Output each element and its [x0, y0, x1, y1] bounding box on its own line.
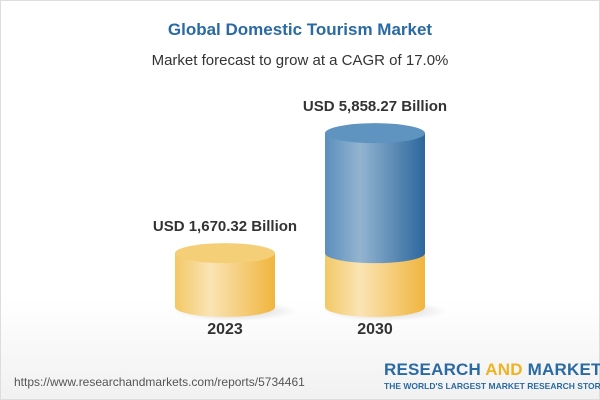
- bar-2023-body: [175, 253, 275, 317]
- source-url[interactable]: https://www.researchandmarkets.com/repor…: [14, 375, 305, 389]
- logo-text-research: RESEARCH: [384, 360, 486, 379]
- bar-2030-growth-top: [325, 123, 425, 144]
- research-and-markets-logo: RESEARCH AND MARKETS THE WORLD'S LARGEST…: [384, 360, 600, 391]
- chart-subtitle: Market forecast to grow at a CAGR of 17.…: [151, 52, 449, 69]
- bar-2030-base-body: [325, 253, 425, 317]
- logo-text-markets: MARKETS: [527, 360, 600, 379]
- data-label-2030: USD 5,858.27 Billion: [303, 98, 447, 115]
- chart-title: Global Domestic Tourism Market: [167, 20, 433, 39]
- x-label-2030: 2030: [357, 321, 393, 338]
- bar-2023-top: [175, 243, 275, 264]
- x-label-2023: 2023: [207, 321, 243, 338]
- bar-2030-growth-body: [325, 133, 425, 264]
- logo-text-and: AND: [485, 360, 523, 379]
- logo-tagline: THE WORLD'S LARGEST MARKET RESEARCH STOR…: [384, 381, 600, 391]
- data-label-2023: USD 1,670.32 Billion: [153, 218, 297, 235]
